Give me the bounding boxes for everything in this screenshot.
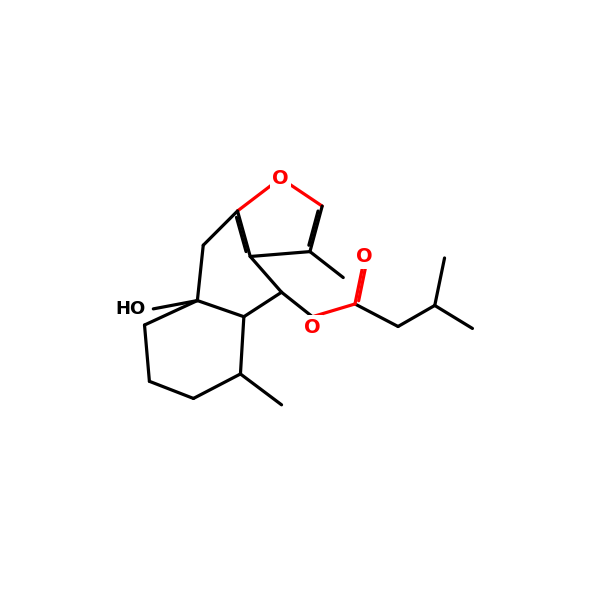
Text: O: O: [272, 169, 289, 188]
Text: O: O: [356, 247, 373, 266]
Text: HO: HO: [116, 300, 146, 318]
Text: O: O: [304, 318, 321, 337]
